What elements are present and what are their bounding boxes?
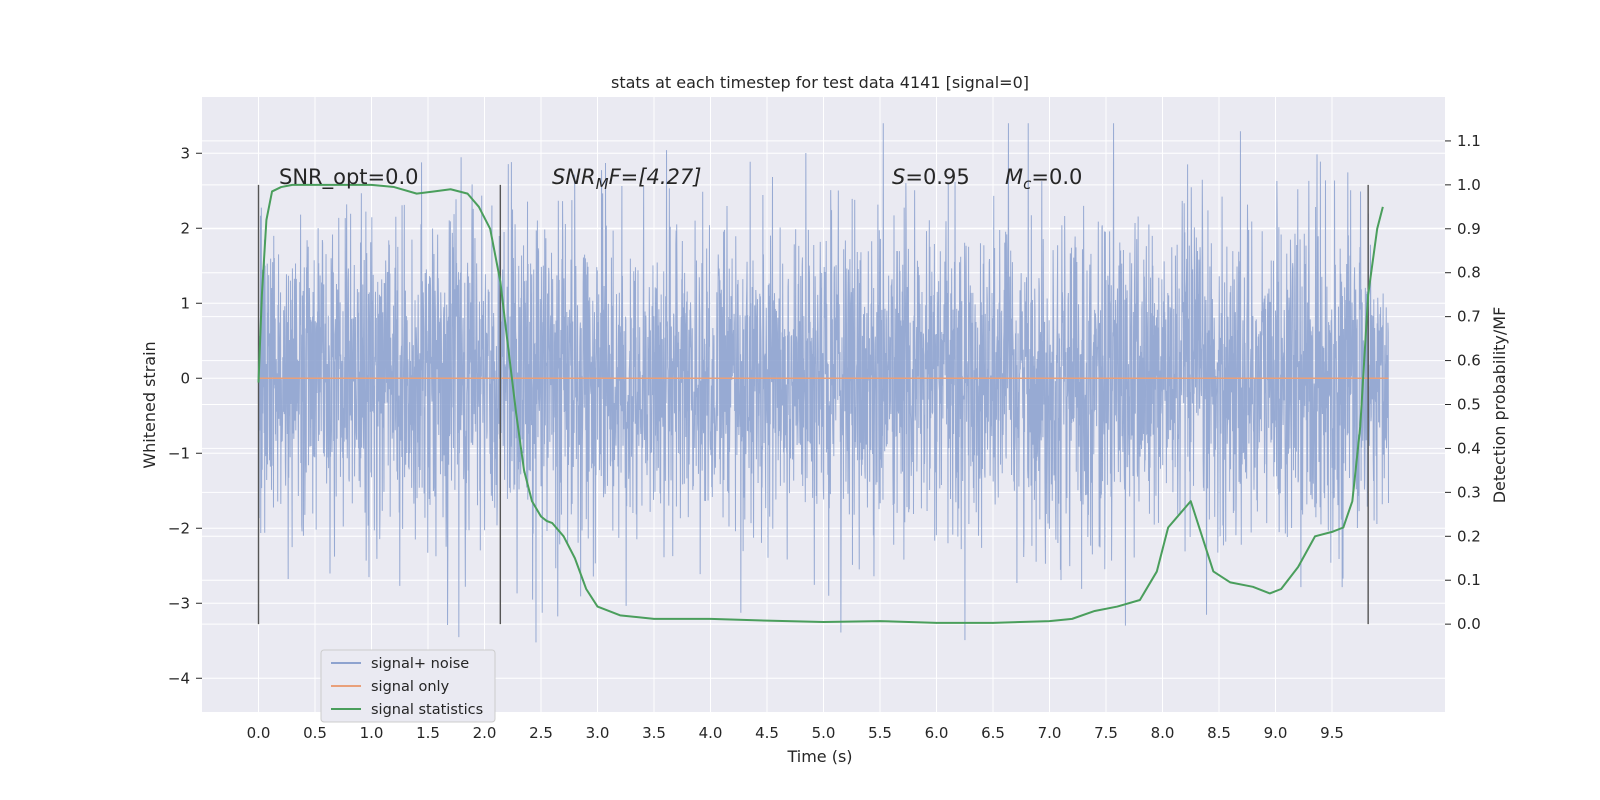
- y-right-tick-label: 0.8: [1457, 264, 1481, 282]
- x-tick-label: 1.5: [416, 724, 440, 742]
- x-tick-label: 3.5: [642, 724, 666, 742]
- x-tick-label: 0.5: [303, 724, 327, 742]
- x-tick-label: 5.5: [868, 724, 892, 742]
- x-tick-label: 5.0: [812, 724, 836, 742]
- chart-title: stats at each timestep for test data 414…: [611, 73, 1029, 92]
- x-tick-label: 2.5: [529, 724, 553, 742]
- x-tick-label: 0.0: [247, 724, 271, 742]
- y-right-tick-label: 1.1: [1457, 132, 1481, 150]
- y-left-tick-label: 3: [180, 144, 190, 162]
- x-tick-label: 6.0: [925, 724, 949, 742]
- x-tick-label: 8.5: [1207, 724, 1231, 742]
- x-tick-label: 9.0: [1264, 724, 1288, 742]
- annotation-mc: Mc=0.0: [1005, 165, 1082, 193]
- y-right-tick-label: 0.7: [1457, 308, 1481, 326]
- x-tick-label: 4.0: [699, 724, 723, 742]
- y-axis-left: 3 2 1 0 −1 −2 −3 −4: [168, 144, 202, 687]
- noise-trace: [258, 123, 1389, 643]
- y-right-tick-label: 0.3: [1457, 483, 1481, 501]
- x-axis: 0.0 0.5 1.0 1.5 2.0 2.5 3.0 3.5 4.0 4.5 5.0 5.5 6.0 6…: [247, 724, 1344, 742]
- x-tick-label: 8.0: [1151, 724, 1175, 742]
- x-tick-label: 6.5: [981, 724, 1005, 742]
- statistics-line: [257, 183, 1384, 624]
- y-right-tick-label: 0.2: [1457, 527, 1481, 545]
- y-axis-right: 1.1 1.0 0.9 0.8 0.7 0.6 0.5 0.4 0.3 0.2 0.1 0.0: [1445, 132, 1481, 633]
- y-left-tick-label: −3: [168, 594, 190, 612]
- y-left-tick-label: −2: [168, 519, 190, 537]
- y-left-tick-label: 1: [180, 294, 190, 312]
- legend: signal+ noise signal only signal statist…: [320, 649, 496, 723]
- y-right-tick-label: 0.5: [1457, 396, 1481, 414]
- annotation-snr-mf: SNRMF=[4.27]: [552, 165, 701, 193]
- y-right-tick-label: 0.6: [1457, 352, 1481, 370]
- series-signal-plus-noise: [258, 123, 1389, 643]
- y-left-tick-label: −1: [168, 444, 190, 462]
- vertical-markers: [257, 184, 1369, 625]
- y-right-tick-label: 0.1: [1457, 571, 1481, 589]
- y-left-tick-label: 0: [180, 369, 190, 387]
- x-axis-label: Time (s): [786, 747, 852, 766]
- y-right-tick-label: 0.4: [1457, 439, 1481, 457]
- y-left-tick-label: 2: [180, 219, 190, 237]
- legend-box: [320, 649, 496, 723]
- series-signal-statistics: [257, 183, 1384, 624]
- y-right-tick-label: 1.0: [1457, 176, 1481, 194]
- x-tick-label: 9.5: [1320, 724, 1344, 742]
- x-tick-label: 2.0: [473, 724, 497, 742]
- y-axis-left-label: Whitened strain: [140, 341, 159, 468]
- annotation-s: S=0.95: [892, 165, 970, 189]
- x-tick-label: 4.5: [755, 724, 779, 742]
- legend-entry-signal-plus-noise: signal+ noise: [371, 656, 469, 672]
- x-tick-label: 1.0: [360, 724, 384, 742]
- y-left-tick-label: −4: [168, 669, 190, 687]
- legend-entry-signal-only: signal only: [371, 679, 450, 695]
- annotation-snr-opt: SNR_opt=0.0: [279, 165, 419, 190]
- x-tick-label: 7.0: [1038, 724, 1062, 742]
- y-axis-right-label: Detection probability/MF: [1490, 307, 1509, 504]
- y-right-tick-label: 0.9: [1457, 220, 1481, 238]
- x-tick-label: 7.5: [1094, 724, 1118, 742]
- y-right-tick-label: 0.0: [1457, 615, 1481, 633]
- legend-entry-signal-statistics: signal statistics: [371, 702, 483, 718]
- x-tick-label: 3.0: [586, 724, 610, 742]
